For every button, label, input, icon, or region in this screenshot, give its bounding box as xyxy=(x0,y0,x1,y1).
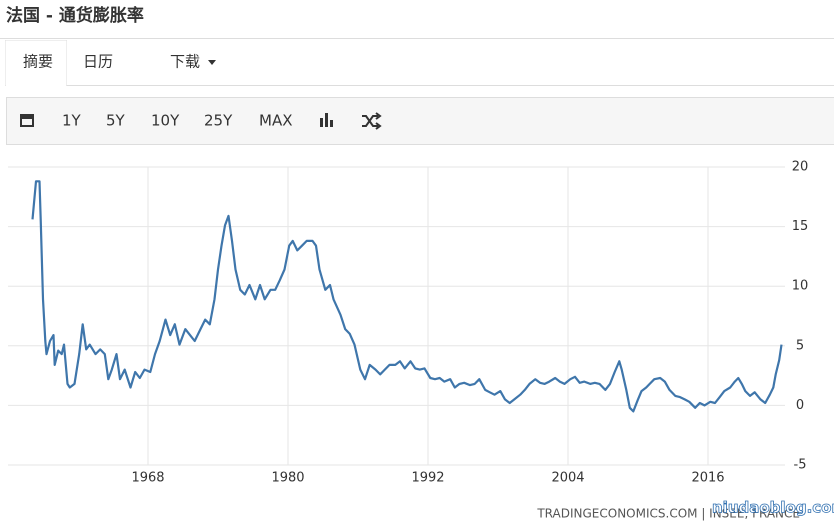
source: TRADINGECONOMICS.COM | INSEE, FRANCE xyxy=(536,507,800,521)
range-button[interactable]: 10Y xyxy=(151,112,180,130)
y-tick-label: -5 xyxy=(794,458,807,473)
icon-part xyxy=(362,115,378,127)
x-tick-label: 2004 xyxy=(551,471,584,486)
bar-icon[interactable] xyxy=(320,113,333,127)
dropdown-caret xyxy=(208,60,216,65)
toolbar xyxy=(6,97,834,145)
y-tick-label: 5 xyxy=(796,338,804,353)
active-tab-bg xyxy=(5,40,67,86)
range-button[interactable]: 1Y xyxy=(62,112,82,130)
x-tick-label: 1980 xyxy=(271,471,304,486)
tab[interactable]: 下载 xyxy=(170,53,200,71)
page-title: 法国 - 通货膨胀率 xyxy=(6,5,144,26)
x-tick-label: 2016 xyxy=(691,471,724,486)
range-button[interactable]: MAX xyxy=(259,112,292,130)
icon-part xyxy=(320,118,323,127)
x-tick-label: 1968 xyxy=(131,471,164,486)
series-line xyxy=(31,180,783,413)
y-tick-label: 20 xyxy=(792,160,809,175)
range-button[interactable]: 5Y xyxy=(106,112,126,130)
icon-part xyxy=(375,112,382,130)
calendar-icon[interactable] xyxy=(20,114,34,127)
tab[interactable]: 日历 xyxy=(83,53,113,71)
tab[interactable]: 摘要 xyxy=(23,53,53,71)
shuffle-icon[interactable] xyxy=(362,112,382,130)
y-tick-label: 0 xyxy=(796,398,804,413)
y-tick-label: 15 xyxy=(792,219,809,234)
range-button[interactable]: 25Y xyxy=(204,112,233,130)
icon-part xyxy=(22,119,32,125)
y-tick-label: 10 xyxy=(792,279,809,294)
icon-part xyxy=(325,113,328,127)
icon-part xyxy=(330,120,333,127)
plot: -5 0 5 10 15 20 1968 1980 1992 2004 2016 xyxy=(8,160,808,486)
watermark: niudaoblog.com xyxy=(712,499,834,517)
x-tick-label: 1992 xyxy=(411,471,444,486)
